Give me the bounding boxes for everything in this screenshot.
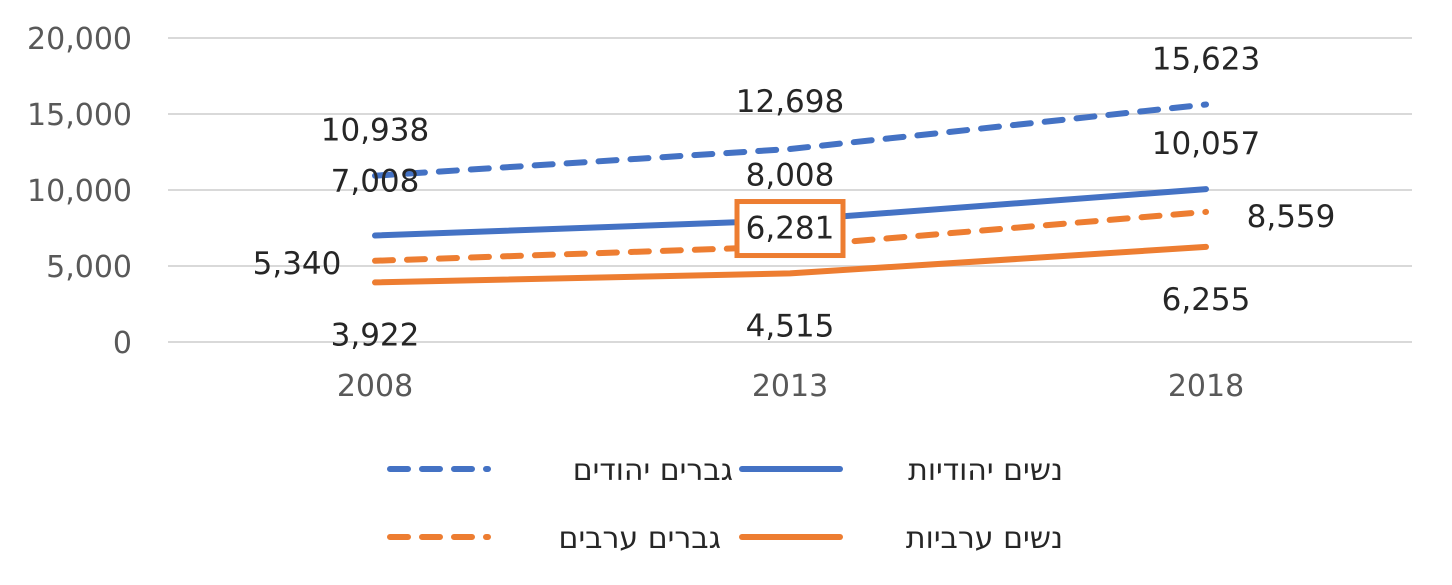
- data-label: 5,340: [253, 246, 342, 282]
- data-label: 7,008: [331, 163, 420, 199]
- y-tick-label: 10,000: [27, 174, 132, 209]
- data-label: 4,515: [746, 308, 835, 344]
- data-label: 6,281: [746, 211, 835, 247]
- data-label: 8,559: [1247, 199, 1336, 235]
- y-tick-label: 15,000: [27, 98, 132, 133]
- legend: גברים יהודים נשים יהודיות גברים ערבים נשים …: [387, 453, 1063, 556]
- x-tick-label: 2013: [752, 369, 828, 404]
- y-tick-label: 5,000: [46, 250, 132, 285]
- highlight-box: [734, 199, 846, 259]
- data-label: 10,057: [1152, 126, 1260, 162]
- series-line: [372, 243, 1209, 286]
- data-label: 12,698: [736, 84, 844, 120]
- y-axis: 0 5,000 10,000 15,000 20,000: [27, 22, 132, 361]
- x-tick-label: 2018: [1168, 369, 1244, 404]
- x-axis: 2008 2013 2018: [337, 369, 1244, 404]
- x-tick-label: 2008: [337, 369, 413, 404]
- legend-label: נשים יהודיות: [908, 453, 1063, 488]
- gridlines: [168, 37, 1412, 343]
- data-label: 15,623: [1152, 42, 1260, 78]
- data-label: 3,922: [331, 317, 420, 353]
- series-line: [372, 101, 1209, 179]
- y-tick-label: 20,000: [27, 22, 132, 57]
- y-tick-label: 0: [113, 326, 132, 361]
- data-labels: 10,938 12,698 15,623 7,008 8,008 10,057 5,340 6…: [253, 42, 1336, 354]
- data-label: 6,255: [1162, 282, 1251, 318]
- data-label: 10,938: [321, 113, 429, 149]
- legend-label: גברים יהודים: [573, 453, 733, 488]
- data-label: 8,008: [746, 157, 835, 193]
- legend-label: נשים ערביות: [906, 521, 1063, 556]
- legend-label: גברים ערבים: [559, 521, 721, 556]
